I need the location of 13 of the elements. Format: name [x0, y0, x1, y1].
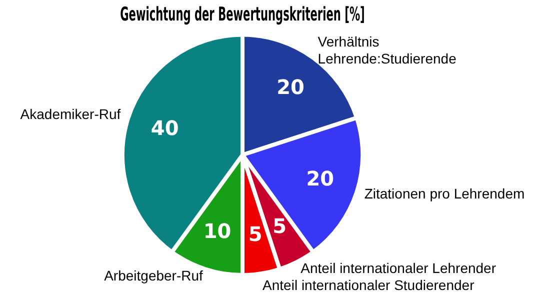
slice-label: Zitationen pro Lehrendem: [364, 185, 525, 202]
chart-title: Gewichtung der Bewertungskriterien [%]: [120, 3, 365, 26]
slice-label: Verhältnis Lehrende:Studierende: [318, 34, 457, 67]
slice-label: Arbeitgeber-Ruf: [104, 268, 204, 284]
slice-label: Anteil internationaler Lehrender: [300, 260, 496, 276]
data-label: 20: [306, 166, 334, 190]
slice-label: Anteil internationaler Studierender: [262, 276, 475, 293]
data-label: 5: [272, 214, 287, 238]
data-label: 5: [248, 222, 262, 246]
data-label: 20: [276, 75, 304, 100]
slice-label: Akademiker-Ruf: [20, 106, 121, 122]
data-label: 10: [203, 218, 232, 243]
data-label: 40: [150, 116, 179, 140]
